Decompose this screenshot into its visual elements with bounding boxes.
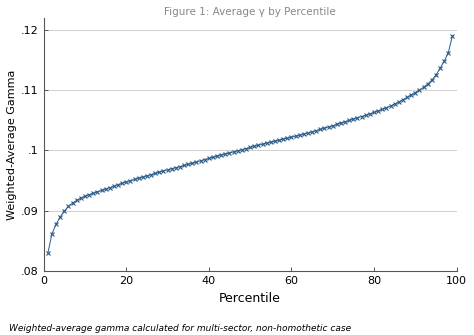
X-axis label: Percentile: Percentile [219,291,281,305]
Title: Figure 1: Average γ by Percentile: Figure 1: Average γ by Percentile [164,7,336,17]
Y-axis label: Weighted-Average Gamma: Weighted-Average Gamma [7,69,17,220]
Text: Weighted-average gamma calculated for multi-sector, non-homothetic case: Weighted-average gamma calculated for mu… [9,324,352,333]
